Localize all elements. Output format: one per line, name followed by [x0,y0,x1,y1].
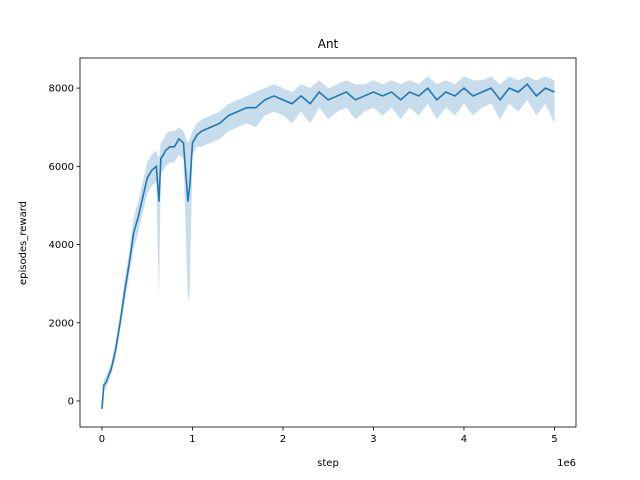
x-tick-label: 5 [551,434,557,445]
y-tick-label: 6000 [49,162,74,173]
x-axis-label: step [317,458,339,469]
line [101,83,555,409]
y-tick-label: 2000 [49,318,74,329]
x-tick-label: 1 [189,434,195,445]
y-axis-label: episodes_reward [18,201,29,285]
chart-title: Ant [318,37,339,51]
y-tick-label: 8000 [49,84,74,95]
x-tick-label: 0 [99,434,105,445]
x-tick-label: 3 [370,434,376,445]
x-offset-label: 1e6 [557,458,576,469]
x-tick-label: 2 [280,434,286,445]
y-tick-label: 4000 [49,240,74,251]
x-tick-label: 4 [461,434,467,445]
y-tick-label: 0 [68,396,74,407]
axes-frame [79,57,577,428]
confidence-band [101,76,555,411]
